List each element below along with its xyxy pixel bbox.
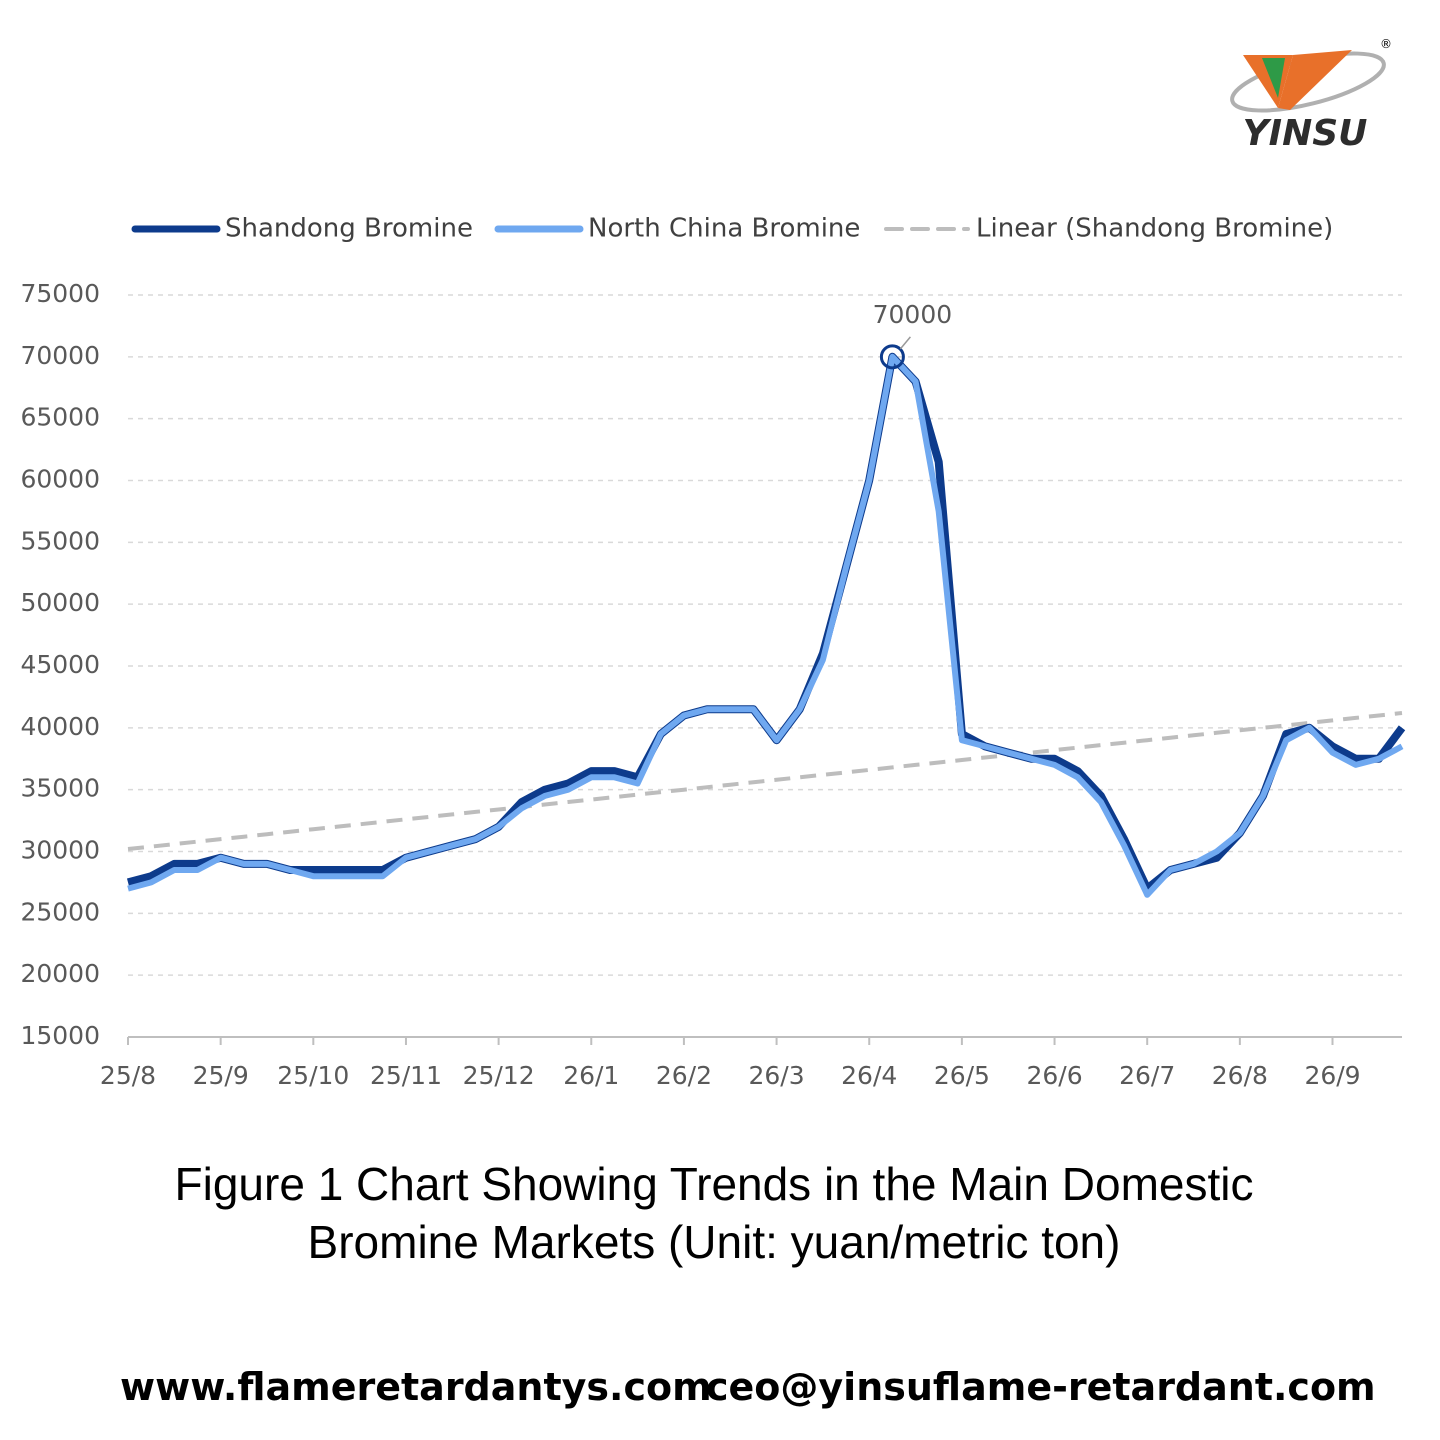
logo-registered: ® (1380, 37, 1392, 51)
x-tick-label: 26/1 (563, 1061, 619, 1090)
series-line (126, 352, 1406, 893)
x-tick-label: 26/2 (656, 1061, 712, 1090)
y-tick-label: 25000 (20, 897, 100, 926)
caption: Figure 1 Chart Showing Trends in the Mai… (175, 1158, 1254, 1210)
y-tick-label: 30000 (20, 836, 100, 865)
email: ceo@yinsuflame-retardant.com (706, 1365, 1376, 1409)
x-tick-label: 25/10 (277, 1061, 349, 1090)
x-tick-label: 26/4 (841, 1061, 897, 1090)
y-tick-label: 60000 (20, 465, 100, 494)
x-tick-label: 26/8 (1212, 1061, 1268, 1090)
data-label: 70000 (873, 300, 953, 329)
y-tick-label: 40000 (20, 712, 100, 741)
y-tick-label: 15000 (20, 1021, 100, 1050)
y-tick-label: 20000 (20, 959, 100, 988)
x-tick-label: 25/8 (100, 1061, 156, 1090)
logo-text: YINSU (1243, 113, 1368, 154)
x-tick-label: 26/3 (749, 1061, 805, 1090)
x-tick-label: 25/11 (370, 1061, 442, 1090)
caption: Bromine Markets (Unit: yuan/metric ton) (308, 1216, 1121, 1268)
y-tick-label: 50000 (20, 588, 100, 617)
y-tick-label: 75000 (20, 279, 100, 308)
peak-marker (879, 344, 905, 370)
y-tick-label: 55000 (20, 526, 100, 555)
x-tick-label: 25/12 (463, 1061, 535, 1090)
x-tick-label: 25/9 (193, 1061, 249, 1090)
y-tick-label: 70000 (20, 341, 100, 370)
logo: ® YINSU (1230, 37, 1392, 154)
logo-orange (1278, 50, 1352, 110)
y-tick-label: 45000 (20, 650, 100, 679)
y-tick-label: 35000 (20, 774, 100, 803)
x-tick-label: 26/5 (934, 1061, 990, 1090)
x-tick-label: 26/9 (1304, 1061, 1360, 1090)
logo-green (1262, 58, 1285, 98)
legend-label: Linear (Shandong Bromine) (976, 214, 1333, 244)
series-line (127, 353, 1404, 898)
y-tick-label: 65000 (20, 403, 100, 432)
x-tick-label: 26/6 (1026, 1061, 1082, 1090)
trend-line (127, 711, 1403, 851)
legend-label: Shandong Bromine (225, 214, 473, 244)
legend-label: North China Bromine (588, 214, 860, 244)
leader-line (899, 336, 911, 350)
website: www.flameretardantys.com (120, 1365, 712, 1409)
x-tick-label: 26/7 (1119, 1061, 1175, 1090)
